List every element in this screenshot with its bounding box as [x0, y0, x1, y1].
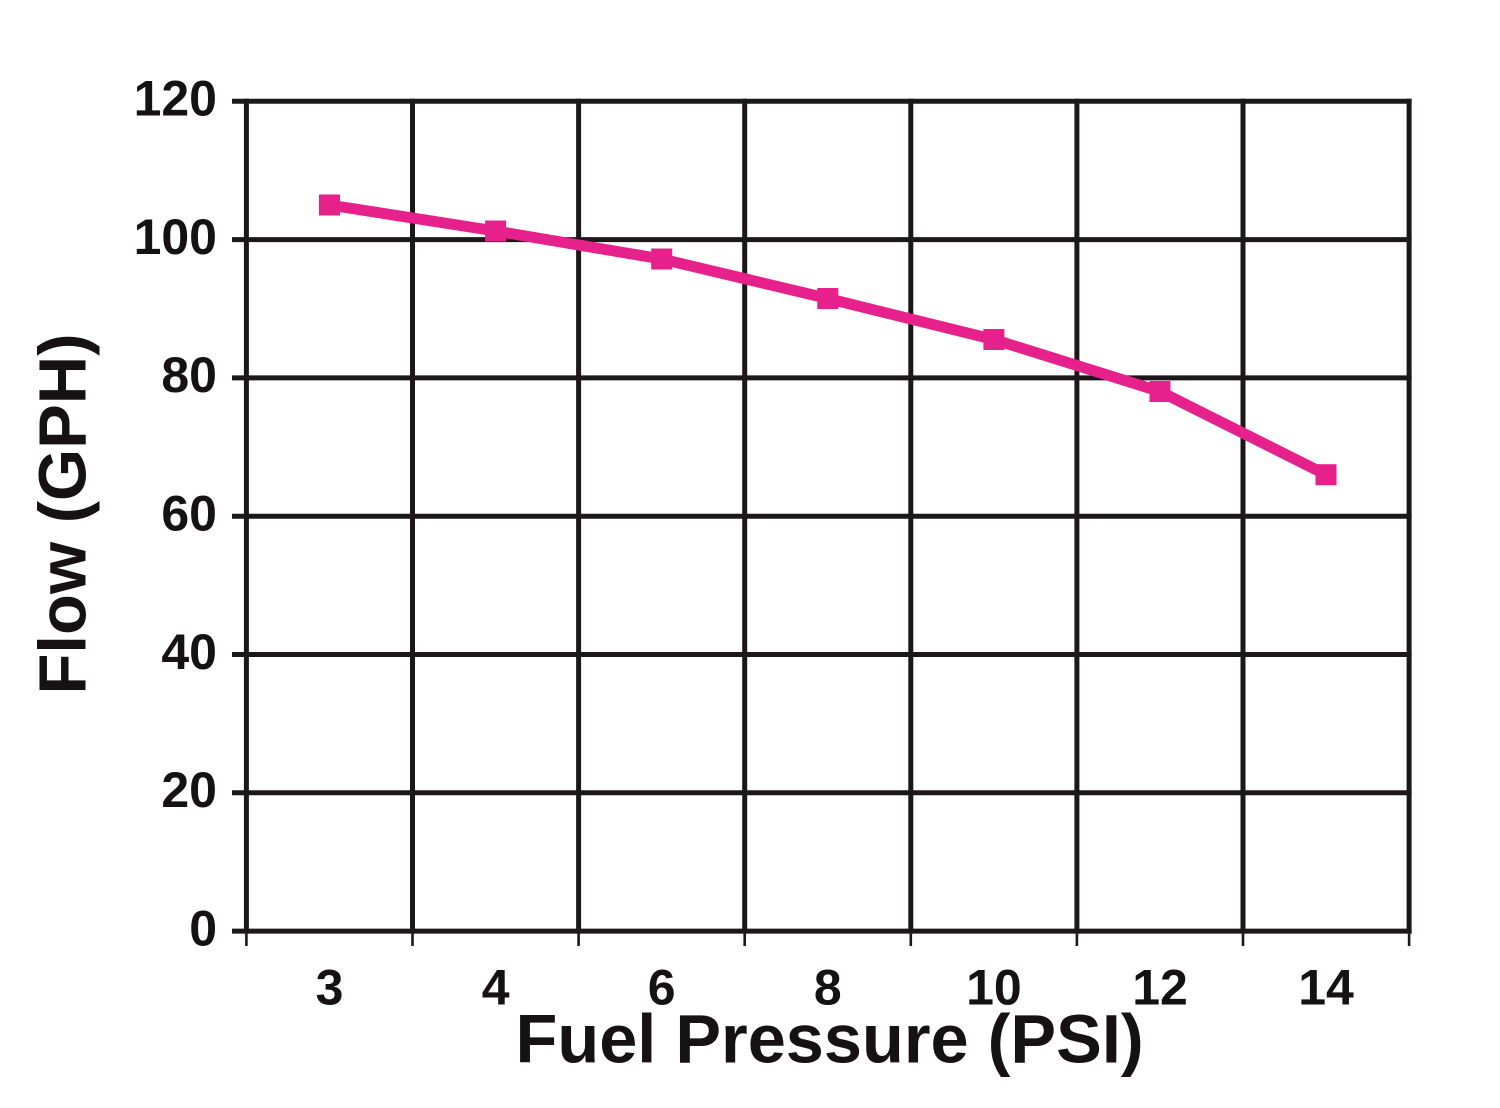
svg-text:14: 14	[1298, 960, 1354, 1016]
svg-text:40: 40	[161, 624, 217, 680]
svg-text:20: 20	[161, 762, 217, 818]
svg-text:0: 0	[189, 900, 217, 956]
svg-text:60: 60	[161, 486, 217, 542]
svg-text:10: 10	[966, 960, 1022, 1016]
svg-text:12: 12	[1132, 960, 1188, 1016]
svg-text:Fuel Pressure (PSI): Fuel Pressure (PSI)	[516, 1001, 1144, 1078]
svg-text:4: 4	[482, 960, 510, 1016]
svg-text:3: 3	[316, 960, 344, 1016]
svg-text:6: 6	[648, 960, 676, 1016]
svg-text:Flow (GPH): Flow (GPH)	[26, 333, 101, 694]
svg-text:80: 80	[161, 347, 217, 403]
svg-text:8: 8	[814, 960, 842, 1016]
svg-text:120: 120	[134, 71, 217, 127]
svg-text:100: 100	[134, 209, 217, 265]
